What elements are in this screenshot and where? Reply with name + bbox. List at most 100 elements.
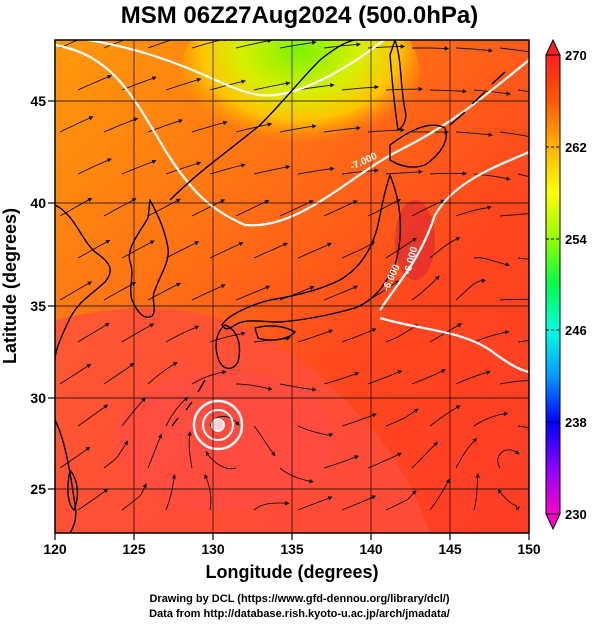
streamline — [367, 452, 402, 469]
streamline — [341, 84, 380, 91]
streamline — [103, 440, 129, 469]
streamline — [59, 281, 93, 301]
streamline — [455, 370, 491, 385]
streamline — [297, 242, 333, 259]
x-tick-label: 135 — [280, 541, 304, 557]
streamline — [77, 322, 110, 343]
streamline — [204, 473, 212, 511]
y-tick-label: 30 — [30, 390, 46, 406]
streamline — [59, 363, 92, 385]
streamline — [411, 275, 440, 301]
streamline — [499, 47, 529, 53]
streamline — [235, 40, 273, 49]
colorbar-tick-label: 262 — [565, 140, 587, 155]
credit-data-source: Data from http://database.rish.kyoto-u.a… — [149, 608, 450, 620]
streamline — [499, 131, 529, 137]
streamline — [323, 455, 360, 469]
streamline — [253, 425, 276, 457]
streamline — [77, 158, 112, 175]
temperature-field — [55, 40, 529, 533]
streamline — [77, 239, 111, 259]
x-tick-label: 130 — [201, 541, 225, 557]
streamline — [429, 405, 461, 427]
streamline — [323, 371, 360, 385]
streamline — [121, 483, 147, 511]
streamline — [499, 380, 529, 385]
streamline — [103, 40, 126, 49]
streamline — [429, 89, 468, 94]
streamline — [147, 361, 178, 385]
streamline — [385, 324, 419, 343]
streamline — [209, 163, 246, 175]
x-tick-label: 125 — [122, 541, 146, 557]
streamline — [165, 325, 200, 343]
colorbar-tick-label: 254 — [565, 232, 587, 247]
streamline — [121, 76, 157, 91]
streamline — [341, 495, 377, 511]
streamline — [165, 396, 189, 427]
streamline — [187, 431, 193, 469]
streamline — [77, 74, 113, 91]
streamline — [77, 488, 109, 511]
y-axis-label: Latitude (degrees) — [0, 208, 20, 364]
streamline — [59, 446, 91, 469]
streamline — [165, 161, 202, 175]
y-tick-label: 45 — [30, 93, 46, 109]
y-tick-label: 40 — [30, 195, 46, 211]
streamline — [385, 489, 417, 511]
streamline — [385, 86, 424, 92]
streamline — [429, 237, 461, 259]
streamline — [297, 166, 335, 175]
streamline — [412, 46, 450, 51]
streamline — [455, 205, 492, 217]
streamline — [147, 198, 181, 217]
streamline — [147, 433, 163, 469]
streamline — [165, 473, 177, 511]
streamline — [517, 257, 529, 260]
streamline — [517, 173, 529, 178]
streamline — [103, 198, 137, 217]
streamline — [191, 284, 226, 301]
streamline — [191, 370, 227, 385]
streamline — [59, 116, 94, 133]
streamline — [323, 285, 359, 301]
streamline — [279, 124, 317, 133]
streamline — [103, 362, 135, 385]
streamline — [499, 298, 529, 301]
streamline — [121, 323, 155, 343]
streamline — [121, 159, 157, 175]
streamline — [411, 369, 447, 385]
streamline — [279, 383, 317, 392]
streamline — [103, 281, 137, 301]
streamline — [385, 169, 424, 175]
streamline — [499, 213, 529, 217]
streamline — [455, 47, 494, 53]
streamline — [455, 437, 478, 469]
streamline — [297, 496, 333, 511]
streamline — [455, 278, 487, 301]
streamline — [297, 425, 334, 438]
streamline — [341, 328, 377, 343]
streamline — [191, 120, 228, 133]
streamline — [121, 240, 155, 259]
streamline — [411, 441, 439, 469]
x-axis-label: Longitude (degrees) — [205, 562, 378, 582]
streamline — [279, 467, 314, 484]
colorbar: 230 238 246 254 262 270 — [545, 38, 587, 531]
x-tick-label: 150 — [517, 541, 541, 557]
streamline — [367, 198, 402, 217]
streamline — [205, 451, 237, 470]
streamline — [429, 171, 468, 176]
x-tick-label: 120 — [43, 541, 67, 557]
streamline — [497, 489, 520, 511]
streamline — [147, 40, 173, 49]
credit-drawing: Drawing by DCL (https://www.gfd-dennou.o… — [149, 593, 450, 605]
streamline — [209, 331, 246, 343]
streamline — [341, 241, 376, 259]
streamline — [77, 404, 109, 427]
colorbar-tick-label: 270 — [565, 48, 587, 63]
streamline — [235, 122, 273, 133]
streamline — [297, 329, 334, 343]
streamline — [253, 242, 288, 259]
